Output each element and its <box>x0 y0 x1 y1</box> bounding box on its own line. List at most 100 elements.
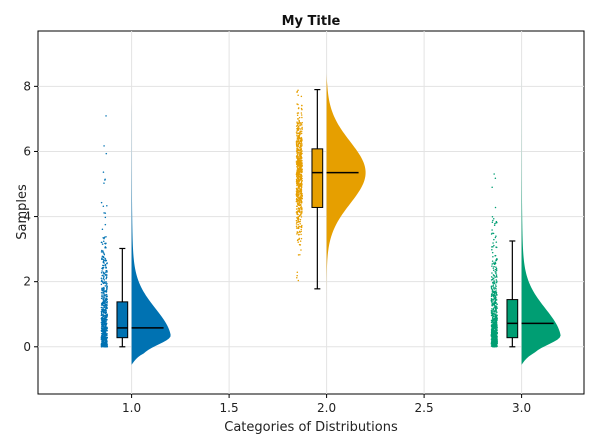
data-point <box>492 291 494 294</box>
data-point <box>295 200 298 202</box>
data-point <box>300 145 303 147</box>
data-point <box>301 162 303 164</box>
data-point <box>296 90 298 93</box>
data-point <box>295 225 298 227</box>
data-point <box>494 338 497 340</box>
data-point <box>104 345 106 347</box>
data-point <box>297 254 300 256</box>
data-point <box>496 276 498 278</box>
data-point <box>102 317 104 320</box>
data-point <box>490 319 493 322</box>
data-point <box>491 292 493 295</box>
data-point <box>296 138 299 140</box>
data-point <box>297 239 299 241</box>
data-point <box>296 202 299 204</box>
data-point <box>492 278 495 280</box>
data-point <box>100 251 103 253</box>
data-point <box>102 280 104 283</box>
data-point <box>491 329 493 332</box>
data-point <box>106 295 108 298</box>
data-point <box>299 121 301 124</box>
data-point <box>102 302 105 305</box>
data-point <box>296 134 298 137</box>
data-point <box>295 142 298 144</box>
data-point <box>495 288 497 290</box>
data-point <box>102 307 105 309</box>
data-point <box>490 328 493 330</box>
data-point <box>495 221 497 224</box>
data-point <box>299 152 302 154</box>
density-cloud <box>326 73 366 315</box>
data-point <box>492 281 494 284</box>
data-point <box>300 202 303 204</box>
data-point <box>299 177 302 179</box>
data-point <box>298 142 300 144</box>
data-point <box>101 336 103 338</box>
data-point <box>296 274 298 277</box>
data-point <box>300 161 302 163</box>
data-point <box>100 313 103 315</box>
data-point <box>100 343 103 345</box>
data-point <box>301 171 303 173</box>
data-point <box>105 152 108 155</box>
data-point <box>496 327 498 330</box>
data-point <box>104 223 107 226</box>
data-point <box>298 215 300 218</box>
data-point <box>300 107 303 110</box>
data-point <box>104 303 106 306</box>
data-point <box>102 336 105 339</box>
data-point <box>101 270 103 272</box>
data-point <box>297 191 299 194</box>
data-point <box>297 152 299 154</box>
data-point <box>105 277 107 280</box>
data-point <box>104 263 107 266</box>
data-point <box>492 342 495 345</box>
data-point <box>297 125 300 128</box>
data-point <box>493 304 495 307</box>
data-point <box>300 114 303 116</box>
data-point <box>299 144 302 147</box>
data-point <box>101 290 104 292</box>
data-point <box>296 145 298 148</box>
data-point <box>495 301 497 304</box>
data-point <box>104 315 107 318</box>
data-point <box>301 108 303 111</box>
data-point <box>102 332 104 335</box>
data-point <box>102 305 105 307</box>
data-point <box>296 195 298 197</box>
data-point <box>296 182 299 184</box>
data-point <box>106 284 108 287</box>
data-point <box>297 159 299 162</box>
data-point <box>490 295 493 298</box>
data-point <box>296 227 299 229</box>
data-point <box>299 149 302 151</box>
data-point <box>300 132 303 134</box>
data-point <box>296 198 299 201</box>
data-point <box>104 331 107 333</box>
data-point <box>105 297 108 300</box>
data-point <box>104 343 107 345</box>
data-point <box>492 339 495 342</box>
data-point <box>103 339 105 341</box>
data-point <box>103 329 105 332</box>
data-point <box>105 301 108 304</box>
data-point <box>298 200 300 202</box>
data-point <box>298 221 301 223</box>
data-point <box>100 337 103 340</box>
data-point <box>297 194 300 197</box>
data-point <box>496 317 498 319</box>
y-tick-label: 4 <box>23 210 31 224</box>
data-point <box>295 197 298 200</box>
data-point <box>105 329 107 332</box>
data-point <box>297 177 299 180</box>
data-point <box>102 292 104 294</box>
data-point <box>492 285 494 287</box>
data-point <box>495 266 497 268</box>
data-point <box>495 246 498 249</box>
data-point <box>299 244 301 246</box>
data-point <box>102 299 105 301</box>
data-point <box>491 186 493 189</box>
data-point <box>102 312 105 314</box>
data-point <box>101 255 104 258</box>
data-point <box>491 215 494 218</box>
